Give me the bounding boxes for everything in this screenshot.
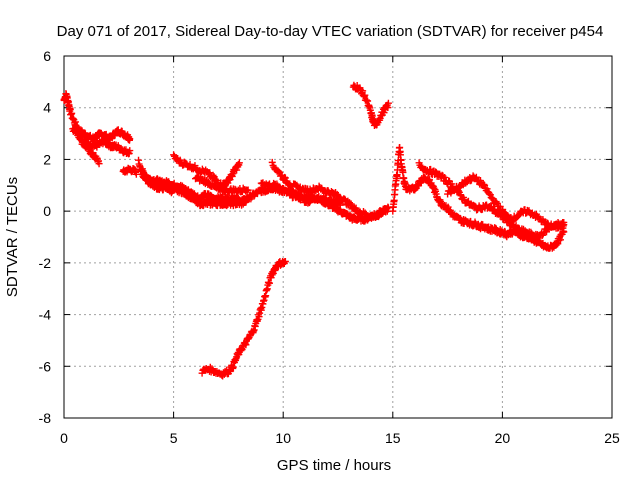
axis-ticks [63, 55, 613, 419]
data-point [95, 160, 103, 168]
y-axis-title: SDTVAR / TECUs [4, 177, 21, 297]
data-point [126, 135, 134, 143]
data-point [527, 228, 535, 236]
chart-title: Day 071 of 2017, Sidereal Day-to-day VTE… [57, 23, 604, 40]
y-tick-label: -8 [39, 410, 52, 426]
x-tick-label: 10 [275, 430, 291, 446]
series-arc-3 [78, 136, 103, 168]
data-point [384, 99, 392, 107]
y-tick-label: -2 [39, 255, 52, 271]
data-point [347, 200, 355, 208]
series-arc-4 [119, 164, 140, 178]
data-point [170, 151, 178, 159]
series-arc-11 [198, 258, 289, 380]
y-tick-label: -4 [39, 307, 52, 323]
data-point [560, 218, 568, 226]
series-arc-1 [60, 90, 134, 144]
data-point [126, 147, 134, 155]
x-tick-label: 25 [604, 430, 620, 446]
data-point [191, 162, 199, 170]
data-point [476, 177, 484, 185]
series-arc-15 [444, 172, 568, 232]
plot-frame [63, 55, 613, 419]
data-point [441, 173, 449, 181]
y-tick-label: 6 [43, 48, 51, 64]
data-point [480, 181, 488, 189]
x-tick-label: 20 [495, 430, 511, 446]
data-point [492, 198, 500, 206]
x-tick-label: 0 [60, 430, 68, 446]
data-point [235, 159, 243, 167]
data-point [448, 180, 456, 188]
data-point [275, 168, 283, 176]
x-tick-label: 5 [170, 430, 178, 446]
y-tick-label: -6 [39, 358, 52, 374]
data-point [560, 228, 568, 236]
series-arc-9 [268, 158, 388, 221]
x-tick-labels: 0 5 10 15 20 25 [60, 430, 620, 446]
data-point [336, 201, 344, 209]
data-point [244, 186, 252, 194]
data-point [268, 158, 276, 166]
data-points [60, 81, 568, 380]
x-tick-label: 15 [385, 430, 401, 446]
series-arc-8 [192, 173, 252, 197]
x-axis-title: GPS time / hours [277, 457, 391, 474]
data-point [281, 258, 289, 266]
y-tick-label: 2 [43, 151, 51, 167]
series-arc-12 [349, 81, 392, 129]
series-arc-10 [257, 179, 344, 209]
series-arc-6 [137, 167, 250, 210]
series-arc-7 [170, 151, 243, 191]
y-tick-label: 0 [43, 203, 51, 219]
y-tick-labels: -8 -6 -4 -2 0 2 4 6 [39, 48, 52, 426]
data-point [242, 198, 250, 206]
data-point [352, 204, 360, 212]
data-point [380, 207, 388, 215]
y-tick-label: 4 [43, 100, 51, 116]
